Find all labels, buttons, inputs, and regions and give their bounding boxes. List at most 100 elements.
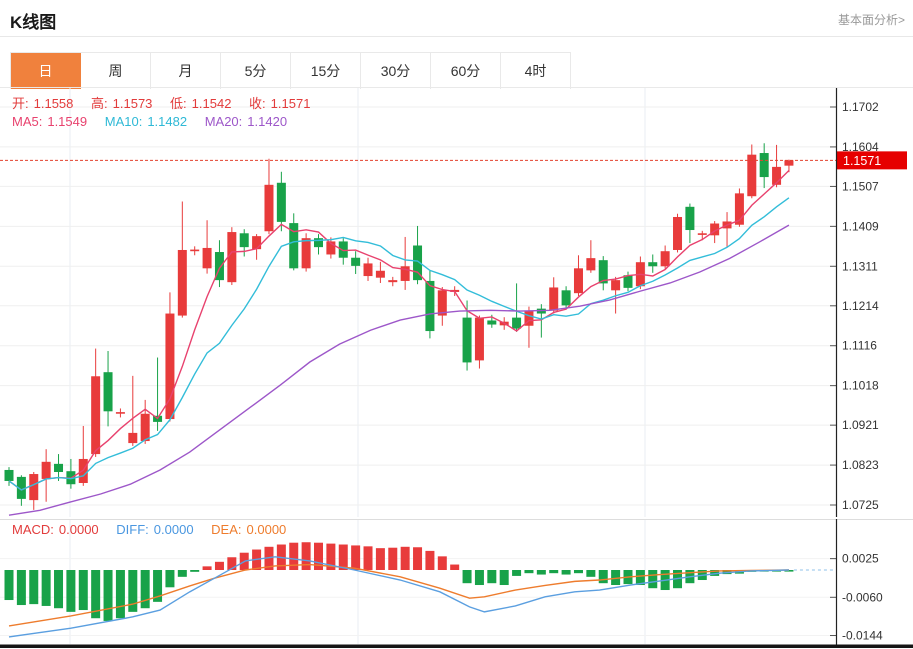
macd-bar xyxy=(115,570,125,619)
tab-5分[interactable]: 5分 xyxy=(221,53,291,89)
macd-bar xyxy=(301,542,311,570)
candle-body xyxy=(623,275,633,288)
price-tick-label: 1.1018 xyxy=(842,379,879,393)
macd-bar xyxy=(710,570,720,576)
macd-tick-label: -0.0144 xyxy=(842,629,883,643)
macd-bar xyxy=(450,564,460,570)
candle-body xyxy=(115,412,125,414)
candle-body xyxy=(276,182,286,222)
candle-body xyxy=(487,320,497,325)
macd-bar xyxy=(128,570,138,612)
macd-bar xyxy=(289,542,299,570)
macd-bar xyxy=(16,570,26,606)
candle-body xyxy=(524,310,534,326)
candle-body xyxy=(734,193,744,225)
macd-bar xyxy=(437,556,447,570)
macd-bar xyxy=(54,570,64,609)
chart-bottom-bar xyxy=(0,644,913,648)
ma20-line xyxy=(8,224,790,516)
candle-body xyxy=(29,474,39,501)
candle-body xyxy=(425,280,435,332)
candle-body xyxy=(685,206,695,231)
macd-bar xyxy=(177,570,187,577)
candle-body xyxy=(561,290,571,306)
macd-bar xyxy=(202,566,212,570)
candle-body xyxy=(326,241,336,255)
tab-15分[interactable]: 15分 xyxy=(291,53,361,89)
candle-body xyxy=(573,268,583,294)
candle-body xyxy=(289,223,299,269)
macd-bar xyxy=(351,545,361,570)
macd-tick-label: 0.0025 xyxy=(842,552,879,566)
dea-line xyxy=(8,563,789,627)
candle-body xyxy=(375,270,385,278)
macd-bar xyxy=(499,570,509,586)
macd-bar xyxy=(227,557,237,570)
macd-bar xyxy=(326,543,336,570)
candle-body xyxy=(165,313,175,420)
candle-body xyxy=(586,258,596,271)
current-price-badge-text: 1.1571 xyxy=(843,154,881,168)
candle-body xyxy=(400,266,410,281)
candle-body xyxy=(462,317,472,363)
macd-bar xyxy=(784,570,794,572)
tabbar-underline xyxy=(0,87,913,88)
candle-body xyxy=(598,260,608,284)
fundamental-analysis-link[interactable]: 基本面分析> xyxy=(837,13,905,27)
tab-周[interactable]: 周 xyxy=(81,53,151,89)
macd-bar xyxy=(214,561,224,570)
macd-bar xyxy=(91,570,101,619)
candle-body xyxy=(41,461,51,479)
candle-body xyxy=(227,232,237,283)
macd-bar xyxy=(512,570,522,576)
candle-body xyxy=(363,263,373,277)
candle-body xyxy=(16,476,26,499)
price-tick-label: 1.1604 xyxy=(842,140,879,154)
macd-bar xyxy=(413,547,423,570)
macd-bar xyxy=(103,570,113,621)
candle-body xyxy=(239,233,249,248)
price-tick-label: 1.0725 xyxy=(842,498,879,512)
candle-body xyxy=(474,317,484,361)
candle-body xyxy=(697,233,707,235)
tab-月[interactable]: 月 xyxy=(151,53,221,89)
candle-body xyxy=(128,432,138,444)
pane-divider xyxy=(0,519,913,520)
main-grid xyxy=(0,88,836,517)
macd-tick-label: -0.0060 xyxy=(842,590,883,604)
candle-body xyxy=(177,249,187,316)
page-title: K线图 xyxy=(10,13,57,32)
price-tick-label: 1.1507 xyxy=(842,179,879,193)
macd-bar xyxy=(4,570,14,601)
main-candlestick-chart[interactable]: 1.1702 1.1604 1.1507 1.1409 1.1311 1.1214 1.11… xyxy=(0,88,913,517)
candle-body xyxy=(437,290,447,316)
candle-body xyxy=(512,317,522,329)
macd-bar xyxy=(598,570,608,584)
tab-60分[interactable]: 60分 xyxy=(431,53,501,89)
price-tick-label: 1.1214 xyxy=(842,299,879,313)
candle-body xyxy=(54,463,64,473)
macd-bar xyxy=(425,550,435,570)
candle-body xyxy=(772,166,782,185)
diff-line xyxy=(8,556,789,638)
tab-4时[interactable]: 4时 xyxy=(501,53,571,89)
candle-body xyxy=(214,252,224,281)
tab-30分[interactable]: 30分 xyxy=(361,53,431,89)
macd-bar xyxy=(190,570,200,572)
macd-indicator-chart[interactable]: 0.0025 -0.0060 -0.0144 xyxy=(0,519,913,649)
macd-bar xyxy=(586,570,596,577)
price-tick-label: 1.1409 xyxy=(842,219,879,233)
macd-bar xyxy=(78,570,88,611)
current-price-badge xyxy=(837,151,907,170)
macd-bar xyxy=(474,570,484,586)
macd-bar xyxy=(41,570,51,606)
candle-body xyxy=(648,262,658,267)
macd-bar xyxy=(524,570,534,574)
tab-日[interactable]: 日 xyxy=(11,53,81,89)
page-header: K线图 基本面分析> xyxy=(0,0,913,37)
candle-body xyxy=(338,241,348,258)
macd-bar xyxy=(363,546,373,570)
candles-layer xyxy=(4,143,794,510)
candle-body xyxy=(264,184,274,232)
